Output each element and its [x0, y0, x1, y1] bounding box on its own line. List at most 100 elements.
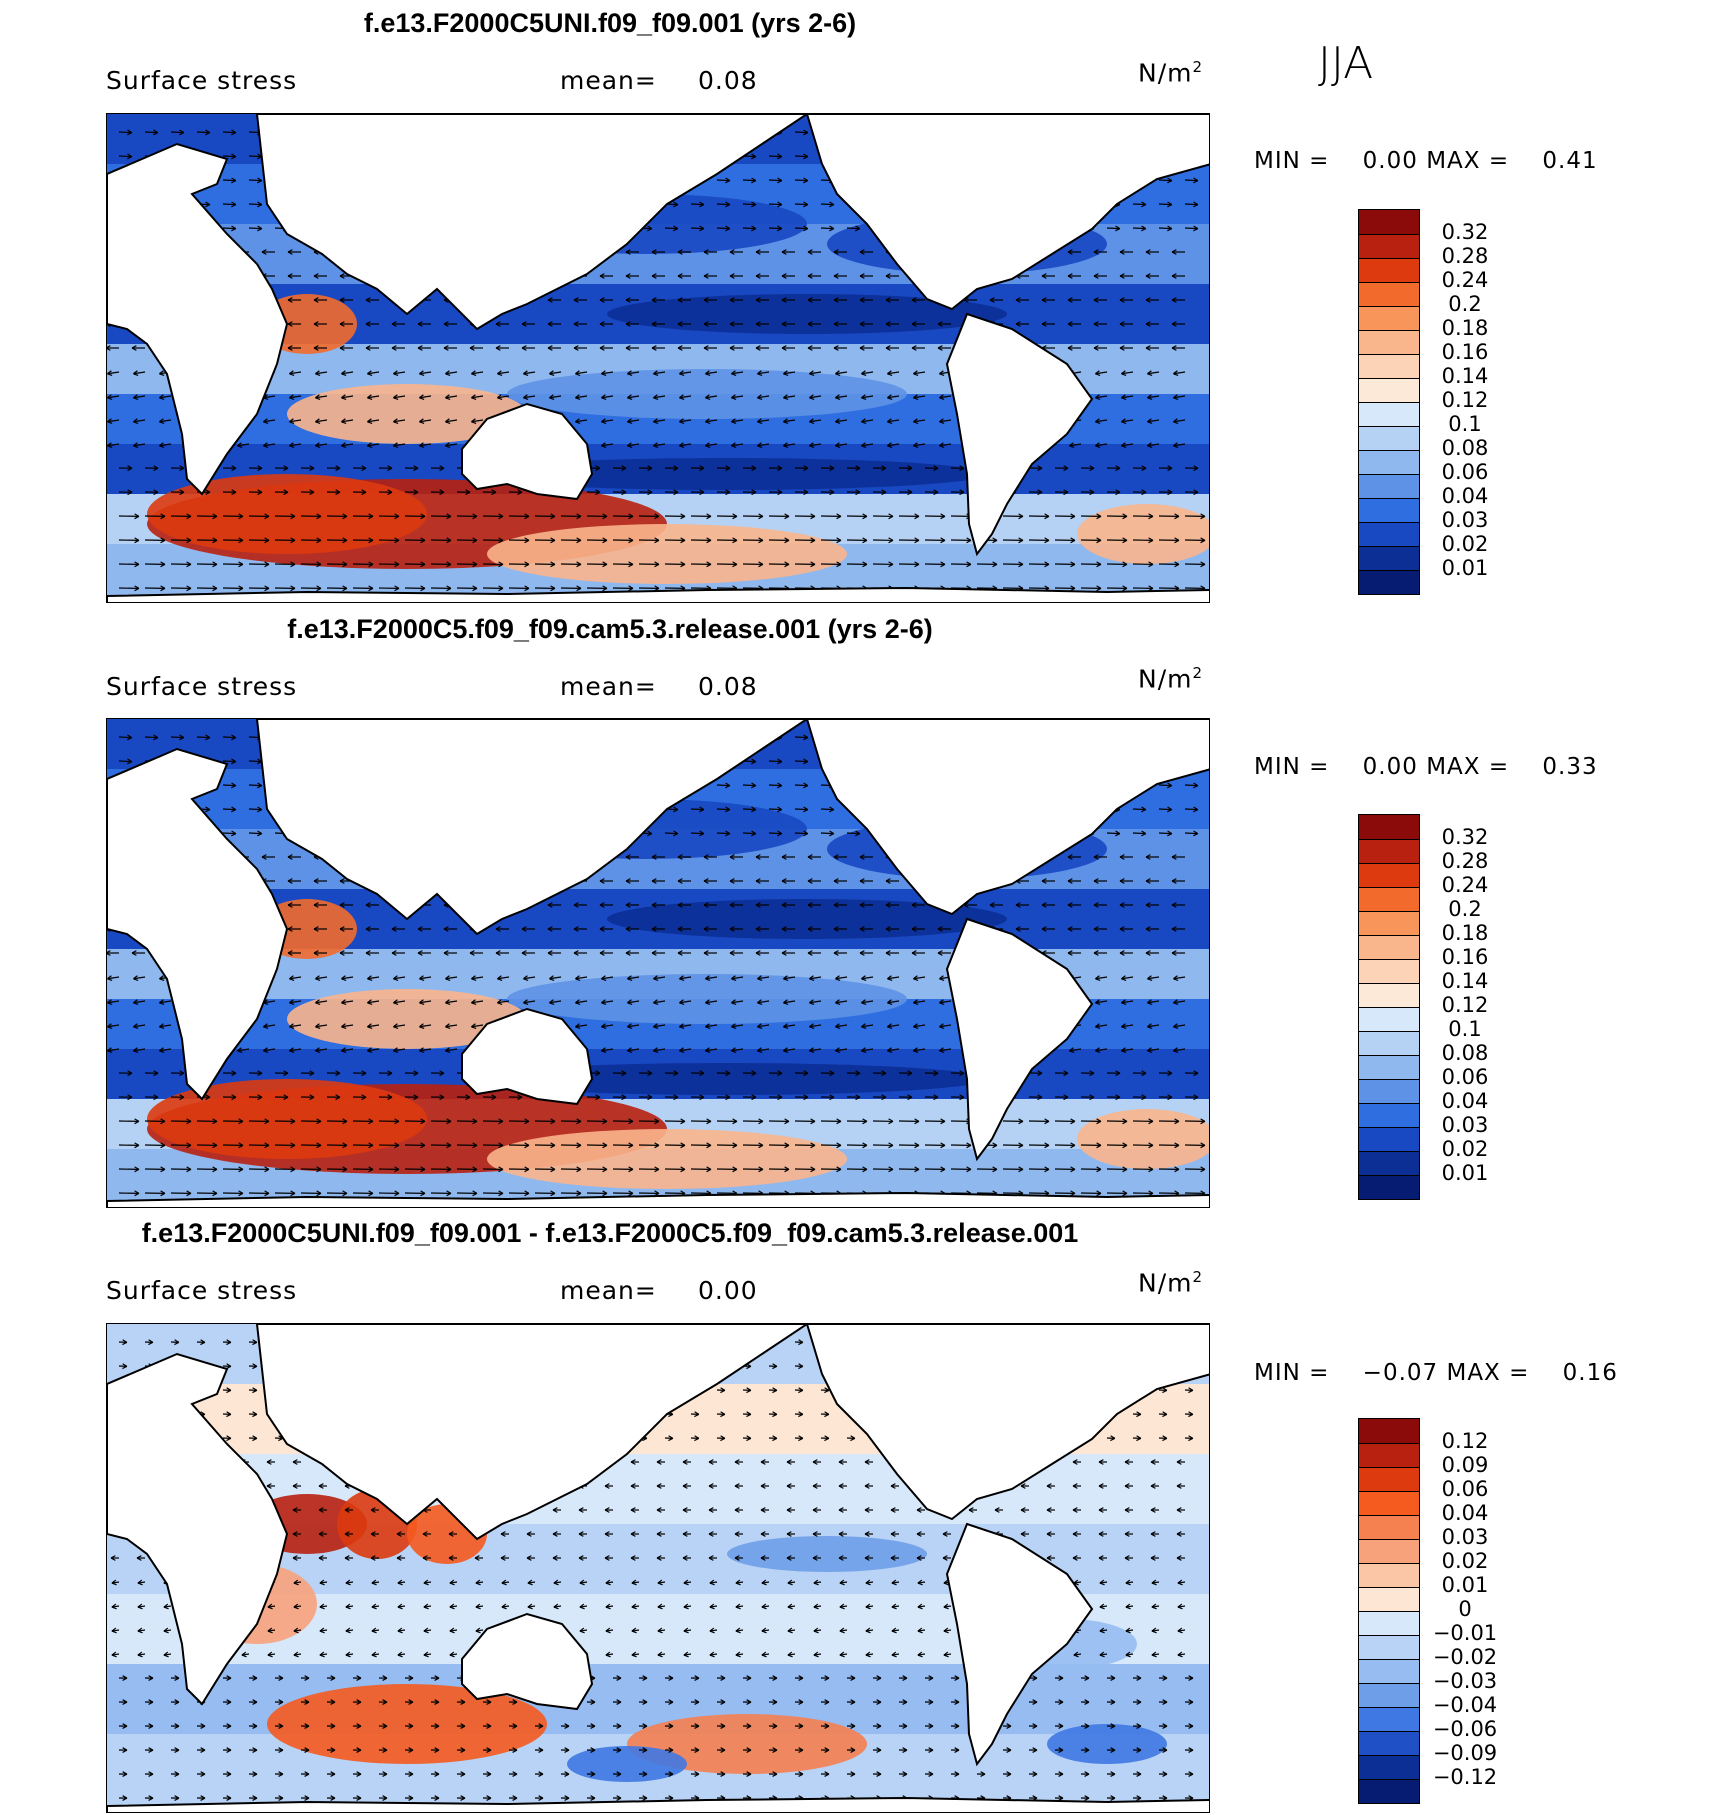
- colorbar-tick-label: 0.06: [1441, 460, 1489, 484]
- colorbar-tick-label: 0.02: [1441, 1549, 1489, 1573]
- colorbar-swatch: [1359, 258, 1419, 282]
- colorbar-tick-label: 0.03: [1441, 508, 1489, 532]
- colorbar-swatch: [1359, 887, 1419, 911]
- colorbar-tick-label: 0.04: [1441, 1501, 1489, 1525]
- colorbar-swatch: [1359, 959, 1419, 983]
- colorbar-tick-label: 0.14: [1441, 364, 1489, 388]
- panel-1-minmax: MIN = 0.00 MAX = 0.41: [1254, 148, 1598, 174]
- colorbar-swatch: [1359, 1031, 1419, 1055]
- colorbar-swatch: [1359, 863, 1419, 887]
- colorbar-swatch: [1359, 1175, 1419, 1199]
- colorbar-tick-label: −0.06: [1432, 1717, 1498, 1741]
- colorbar-tick-label: 0.09: [1441, 1453, 1489, 1477]
- panel-1-mean-value: 0.08: [698, 66, 758, 95]
- colorbar-swatch: [1359, 1103, 1419, 1127]
- colorbar-tick-label: 0.08: [1441, 1041, 1489, 1065]
- colorbar-swatch: [1359, 1779, 1419, 1803]
- colorbar-tick-label: 0.18: [1441, 921, 1489, 945]
- panel-2-map: [106, 718, 1210, 1208]
- colorbar-swatch: [1359, 1515, 1419, 1539]
- panel-3-title: f.e13.F2000C5UNI.f09_f09.001 - f.e13.F20…: [141, 1218, 1079, 1248]
- season-label: JJA: [1318, 38, 1374, 89]
- colorbar-swatch: [1359, 234, 1419, 258]
- colorbar-tick-label: 0.03: [1441, 1113, 1489, 1137]
- panel-2-colorbar: [1358, 814, 1420, 1200]
- panel-2-minmax: MIN = 0.00 MAX = 0.33: [1254, 754, 1598, 780]
- panel-1-units: N/m2: [1138, 58, 1204, 88]
- colorbar-swatch: [1359, 1151, 1419, 1175]
- colorbar-tick-label: 0.12: [1441, 1429, 1489, 1453]
- colorbar-swatch: [1359, 474, 1419, 498]
- panel-3-mean-value: 0.00: [698, 1276, 758, 1305]
- panel-1-title: f.e13.F2000C5UNI.f09_f09.001 (yrs 2-6): [363, 8, 857, 38]
- colorbar-swatch: [1359, 1683, 1419, 1707]
- colorbar-swatch: [1359, 1707, 1419, 1731]
- colorbar-tick-label: 0.02: [1441, 1137, 1489, 1161]
- colorbar-tick-label: −0.01: [1432, 1621, 1498, 1645]
- colorbar-tick-label: 0.01: [1441, 1573, 1489, 1597]
- colorbar-swatch: [1359, 282, 1419, 306]
- colorbar-swatch: [1359, 378, 1419, 402]
- colorbar-swatch: [1359, 983, 1419, 1007]
- colorbar-tick-label: 0.32: [1441, 825, 1489, 849]
- colorbar-tick-label: 0.14: [1441, 969, 1489, 993]
- colorbar-swatch: [1359, 1443, 1419, 1467]
- colorbar-swatch: [1359, 1611, 1419, 1635]
- panel-2-units: N/m2: [1138, 664, 1204, 694]
- panel-3-minmax: MIN = −0.07 MAX = 0.16: [1254, 1360, 1618, 1386]
- colorbar-swatch: [1359, 210, 1419, 234]
- colorbar-swatch: [1359, 1635, 1419, 1659]
- colorbar-tick-label: −0.09: [1432, 1741, 1498, 1765]
- panel-2-mean-value: 0.08: [698, 672, 758, 701]
- colorbar-swatch: [1359, 935, 1419, 959]
- colorbar-tick-label: 0.04: [1441, 1089, 1489, 1113]
- colorbar-tick-label: 0.28: [1441, 244, 1489, 268]
- colorbar-tick-label: 0.2: [1448, 897, 1482, 921]
- colorbar-tick-label: 0: [1458, 1597, 1472, 1621]
- panel-2-variable: Surface stress: [106, 672, 298, 701]
- panel-3-colorbar: [1358, 1418, 1420, 1804]
- colorbar-swatch: [1359, 815, 1419, 839]
- colorbar-swatch: [1359, 354, 1419, 378]
- panel-1-map: [106, 113, 1210, 603]
- colorbar-tick-label: 0.2: [1448, 292, 1482, 316]
- colorbar-tick-label: 0.16: [1441, 945, 1489, 969]
- panel-1-mean-label: mean=: [560, 66, 657, 95]
- colorbar-tick-label: 0.02: [1441, 532, 1489, 556]
- colorbar-tick-label: 0.1: [1448, 1017, 1482, 1041]
- colorbar-tick-label: 0.32: [1441, 220, 1489, 244]
- colorbar-swatch: [1359, 450, 1419, 474]
- colorbar-swatch: [1359, 911, 1419, 935]
- colorbar-swatch: [1359, 1659, 1419, 1683]
- colorbar-swatch: [1359, 498, 1419, 522]
- panel-3-variable: Surface stress: [106, 1276, 298, 1305]
- colorbar-tick-label: 0.12: [1441, 388, 1489, 412]
- colorbar-swatch: [1359, 330, 1419, 354]
- colorbar-tick-label: 0.06: [1441, 1477, 1489, 1501]
- colorbar-swatch: [1359, 1419, 1419, 1443]
- colorbar-swatch: [1359, 1731, 1419, 1755]
- panel-3-mean-label: mean=: [560, 1276, 657, 1305]
- colorbar-tick-label: 0.08: [1441, 436, 1489, 460]
- colorbar-swatch: [1359, 306, 1419, 330]
- colorbar-swatch: [1359, 426, 1419, 450]
- colorbar-tick-label: 0.18: [1441, 316, 1489, 340]
- colorbar-tick-label: 0.04: [1441, 484, 1489, 508]
- colorbar-swatch: [1359, 570, 1419, 594]
- colorbar-tick-label: 0.16: [1441, 340, 1489, 364]
- colorbar-tick-label: −0.04: [1432, 1693, 1498, 1717]
- panel-1-colorbar: [1358, 209, 1420, 595]
- colorbar-swatch: [1359, 522, 1419, 546]
- panel-3-units: N/m2: [1138, 1268, 1204, 1298]
- colorbar-tick-label: 0.01: [1441, 1161, 1489, 1185]
- colorbar-swatch: [1359, 1079, 1419, 1103]
- colorbar-tick-label: 0.24: [1441, 268, 1489, 292]
- colorbar-tick-label: 0.03: [1441, 1525, 1489, 1549]
- panel-3-map: [106, 1323, 1210, 1813]
- colorbar-tick-label: 0.24: [1441, 873, 1489, 897]
- colorbar-tick-label: 0.06: [1441, 1065, 1489, 1089]
- colorbar-tick-label: −0.03: [1432, 1669, 1498, 1693]
- colorbar-swatch: [1359, 546, 1419, 570]
- colorbar-tick-label: −0.02: [1432, 1645, 1498, 1669]
- colorbar-swatch: [1359, 1127, 1419, 1151]
